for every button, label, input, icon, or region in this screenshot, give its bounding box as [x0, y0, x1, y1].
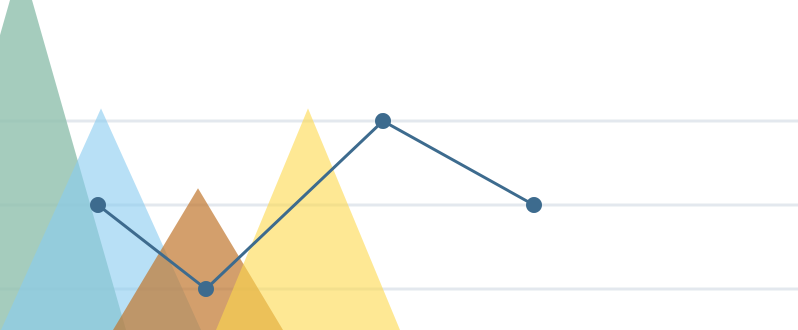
line-series — [90, 113, 542, 297]
triangle-series — [0, 0, 400, 330]
data-point-4 — [526, 197, 542, 213]
data-point-1 — [90, 197, 106, 213]
series-line — [97, 119, 535, 291]
data-point-3 — [375, 113, 391, 129]
data-point-2 — [198, 281, 214, 297]
triangle-4 — [216, 108, 400, 330]
